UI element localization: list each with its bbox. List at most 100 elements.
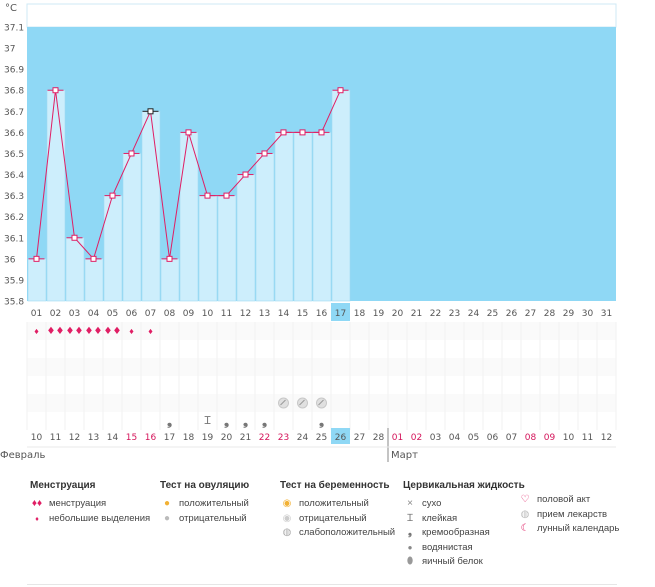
temperature-bar xyxy=(236,174,256,302)
ovulation-negative-icon: ● xyxy=(163,512,171,524)
legend-item-pregnancy-negative: ◉ отрицательный xyxy=(280,512,395,527)
legend-label: слабоположительный xyxy=(299,527,396,538)
y-tick-label: 36.7 xyxy=(4,108,24,118)
legend-item-pregnancy-weak: ◍ слабоположительный xyxy=(280,526,395,541)
legend-label: положительный xyxy=(299,498,369,509)
temperature-bar xyxy=(331,89,351,302)
legend-item-egg-white: ⬮ яичный белок xyxy=(403,555,525,570)
calendar-date-label: 16 xyxy=(145,433,157,443)
pregnancy-weak-positive-icon xyxy=(278,397,289,409)
legend-item-creamy: ❟ кремообразная xyxy=(403,526,525,541)
temperature-bar xyxy=(255,153,275,302)
y-tick-label: 36.8 xyxy=(4,87,24,97)
temperature-bar xyxy=(65,237,85,302)
legend-label: отрицательный xyxy=(299,512,367,524)
legend-item-lunar: ☾ лунный календарь xyxy=(518,522,620,537)
cycle-day-label: 18 xyxy=(354,309,366,319)
legend-label: небольшие выделения xyxy=(49,512,151,524)
legend-label: клейкая xyxy=(422,512,458,524)
bottom-divider xyxy=(27,584,617,585)
calendar-date-label: 08 xyxy=(525,433,537,443)
cycle-day-label: 11 xyxy=(221,309,232,319)
legend-item-pregnancy-positive: ◉ положительный xyxy=(280,497,395,512)
calendar-date-label: 22 xyxy=(259,433,270,443)
y-tick-label: 36.6 xyxy=(4,129,24,139)
calendar-date-label: 27 xyxy=(354,433,365,443)
legend-item-intercourse: ♡ половой акт xyxy=(518,493,619,508)
calendar-date-label: 07 xyxy=(506,433,517,443)
temperature-point xyxy=(299,129,306,136)
creamy-icon: ❟ xyxy=(262,414,267,429)
y-tick-label: 37 xyxy=(4,45,15,55)
pregnancy-weak-positive-icon xyxy=(297,397,308,409)
month-label: Март xyxy=(391,450,418,461)
cycle-day-label: 06 xyxy=(126,309,138,319)
month-label: Февраль xyxy=(0,450,46,461)
calendar-date-label: 28 xyxy=(373,433,385,443)
legend-item-watery: ● водянистая xyxy=(403,541,525,556)
legend-other: ♡ половой акт ◍ прием лекарств ☾ лунный кал… xyxy=(518,493,620,537)
temperature-bar xyxy=(160,258,180,302)
legend-pregnancy-test: Тест на беременность ◉ положительный ◉ отр… xyxy=(280,480,395,541)
cycle-day-label: 24 xyxy=(468,309,480,319)
legend-label: сухо xyxy=(422,498,442,509)
symptom-row xyxy=(27,412,616,430)
symptom-row xyxy=(27,322,616,340)
y-tick-label: 36.9 xyxy=(4,66,24,76)
legend-label: половой акт xyxy=(537,494,591,505)
legend-item-spotting: ♦ небольшие выделения xyxy=(30,512,150,527)
y-tick-label: 36 xyxy=(4,255,16,265)
watery-icon: ● xyxy=(407,542,413,552)
calendar-date-label: 05 xyxy=(468,433,479,443)
calendar-date-label: 15 xyxy=(126,433,137,443)
legend-menstruation: Менструация ♦♦ менструация ♦ небольшие выд… xyxy=(30,480,150,526)
cycle-day-label: 22 xyxy=(430,309,441,319)
calendar-date-label: 26 xyxy=(335,433,347,443)
calendar-date-label: 09 xyxy=(544,433,556,443)
temperature-point xyxy=(52,87,59,94)
temperature-bar xyxy=(141,111,161,302)
cycle-day-label: 27 xyxy=(525,309,536,319)
cycle-day-label: 08 xyxy=(164,309,176,319)
symptom-row xyxy=(27,376,616,394)
calendar-date-label: 06 xyxy=(487,433,499,443)
legend-label: отрицательный xyxy=(179,512,247,524)
temperature-point xyxy=(261,150,268,157)
calendar-date-label: 01 xyxy=(392,433,403,443)
calendar-date-label: 02 xyxy=(411,433,422,443)
creamy-icon: ❟ xyxy=(243,414,248,429)
legend-label: яичный белок xyxy=(422,556,483,567)
temperature-point xyxy=(71,234,78,241)
pregnancy-positive-icon: ◉ xyxy=(282,498,292,509)
temperature-point xyxy=(242,171,249,178)
cycle-day-label: 28 xyxy=(544,309,556,319)
cycle-day-label: 01 xyxy=(31,309,42,319)
temperature-point xyxy=(147,108,154,115)
temperature-bar xyxy=(46,89,66,302)
temperature-point xyxy=(318,129,325,136)
calendar-date-label: 11 xyxy=(50,433,61,443)
spotting-icon: ♦ xyxy=(33,328,39,336)
cycle-day-label: 17 xyxy=(335,309,346,319)
temperature-point xyxy=(223,192,230,199)
y-tick-label: 36.4 xyxy=(4,171,24,181)
cycle-day-label: 10 xyxy=(202,309,214,319)
cycle-day-label: 16 xyxy=(316,309,328,319)
dry-icon: × xyxy=(407,498,413,509)
temperature-bar xyxy=(84,258,104,302)
spotting-icon: ♦ xyxy=(147,328,153,336)
calendar-date-label: 10 xyxy=(563,433,575,443)
spotting-icon: ♦ xyxy=(128,328,134,336)
symptom-row xyxy=(27,340,616,358)
y-tick-label: 36.5 xyxy=(4,150,24,160)
temperature-bar xyxy=(312,132,332,302)
temperature-bar xyxy=(122,153,142,302)
legend-item-ovulation-negative: ● отрицательный xyxy=(160,512,249,527)
legend-label: водянистая xyxy=(422,541,473,553)
y-tick-label: 36.3 xyxy=(4,192,24,202)
calendar-date-label: 19 xyxy=(202,433,214,443)
calendar-date-label: 25 xyxy=(316,433,327,443)
legend-label: положительный xyxy=(179,498,249,509)
temperature-bar xyxy=(103,195,123,302)
